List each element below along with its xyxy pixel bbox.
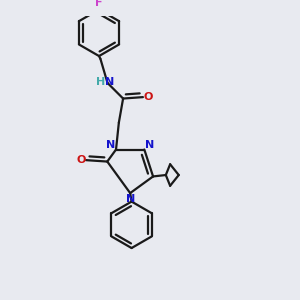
Text: N: N — [125, 194, 135, 204]
Text: N: N — [105, 76, 114, 86]
Text: H: H — [96, 76, 105, 86]
Text: N: N — [106, 140, 115, 150]
Text: N: N — [145, 140, 154, 150]
Text: F: F — [95, 0, 103, 8]
Text: O: O — [76, 155, 86, 165]
Text: O: O — [143, 92, 153, 102]
